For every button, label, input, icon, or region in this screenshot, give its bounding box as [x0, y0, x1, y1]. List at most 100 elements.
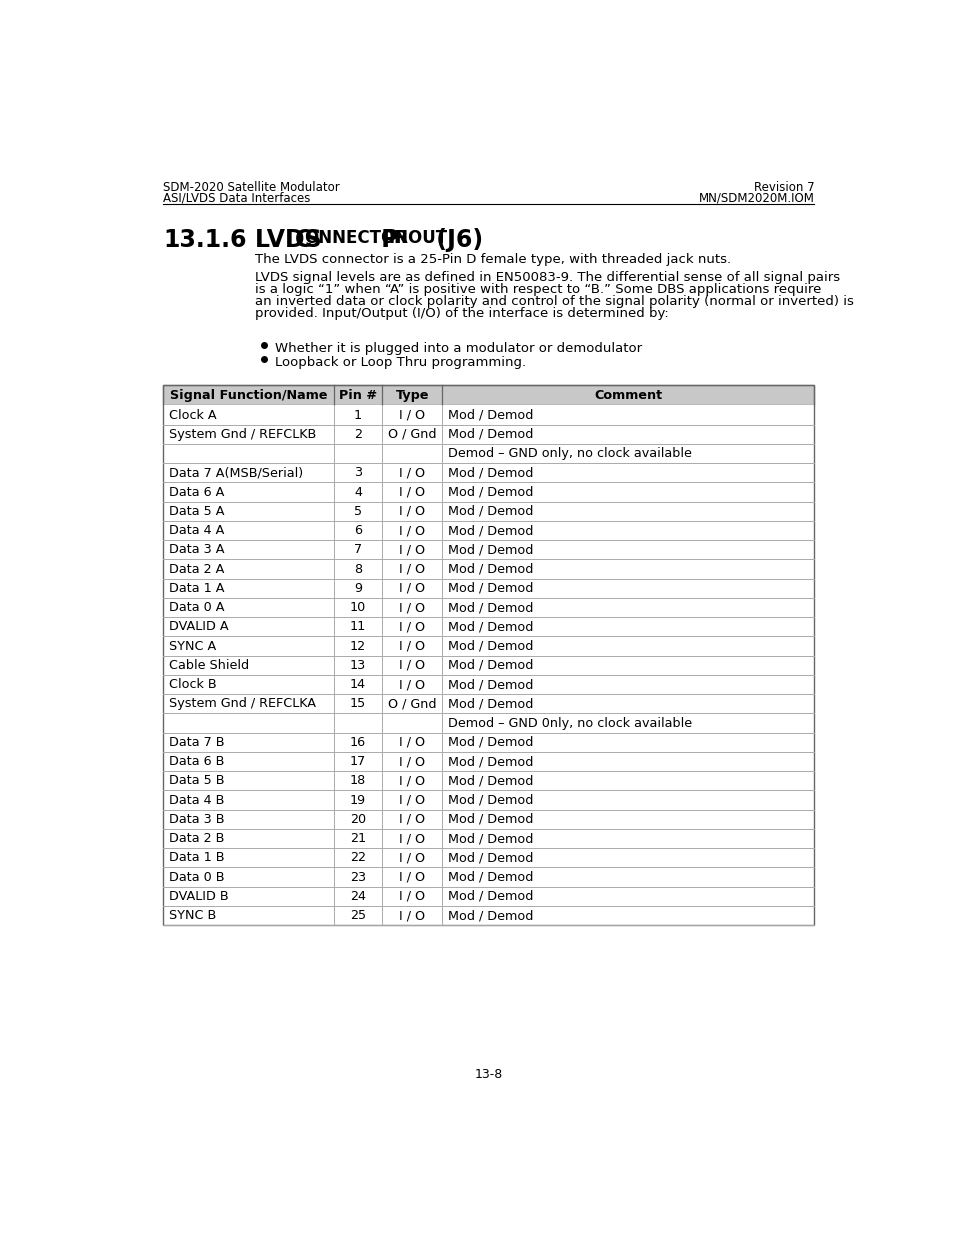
- Text: Pin #: Pin #: [338, 389, 376, 401]
- Text: Mod / Demod: Mod / Demod: [447, 582, 533, 595]
- Text: System Gnd / REFCLKA: System Gnd / REFCLKA: [169, 698, 315, 710]
- Text: DVALID B: DVALID B: [169, 889, 228, 903]
- Text: I / O: I / O: [398, 485, 425, 499]
- Text: LVDS: LVDS: [254, 227, 330, 252]
- Text: Data 4 B: Data 4 B: [169, 794, 224, 806]
- Text: LVDS signal levels are as defined in EN50083-9. The differential sense of all si: LVDS signal levels are as defined in EN5…: [254, 272, 840, 284]
- Text: Mod / Demod: Mod / Demod: [447, 640, 533, 652]
- Text: 10: 10: [350, 601, 366, 614]
- Text: is a logic “1” when “A” is positive with respect to “B.” Some DBS applications r: is a logic “1” when “A” is positive with…: [254, 283, 821, 296]
- Text: DVALID A: DVALID A: [169, 620, 228, 634]
- Text: O / Gnd: O / Gnd: [388, 698, 436, 710]
- Text: Data 4 A: Data 4 A: [169, 524, 224, 537]
- Text: Loopback or Loop Thru programming.: Loopback or Loop Thru programming.: [274, 356, 526, 369]
- Text: I / O: I / O: [398, 736, 425, 748]
- Text: Mod / Demod: Mod / Demod: [447, 832, 533, 845]
- Text: 14: 14: [350, 678, 366, 692]
- Text: Mod / Demod: Mod / Demod: [447, 736, 533, 748]
- Text: SYNC A: SYNC A: [169, 640, 216, 652]
- Bar: [163, 425, 814, 443]
- Text: Data 3 A: Data 3 A: [169, 543, 224, 556]
- Text: 19: 19: [350, 794, 366, 806]
- Text: SYNC B: SYNC B: [169, 909, 216, 923]
- Bar: [163, 771, 814, 790]
- Text: an inverted data or clock polarity and control of the signal polarity (normal or: an inverted data or clock polarity and c…: [254, 295, 853, 309]
- Text: I / O: I / O: [398, 909, 425, 923]
- Text: 21: 21: [350, 832, 366, 845]
- Bar: [163, 385, 814, 925]
- Text: Mod / Demod: Mod / Demod: [447, 543, 533, 556]
- Text: Data 5 B: Data 5 B: [169, 774, 224, 787]
- Text: 11: 11: [350, 620, 366, 634]
- Text: Mod / Demod: Mod / Demod: [447, 658, 533, 672]
- Text: provided. Input/Output (I/O) of the interface is determined by:: provided. Input/Output (I/O) of the inte…: [254, 308, 668, 320]
- Text: I / O: I / O: [398, 505, 425, 517]
- Text: 20: 20: [350, 813, 366, 826]
- Text: Data 7 A(MSB/Serial): Data 7 A(MSB/Serial): [169, 467, 303, 479]
- Text: 6: 6: [354, 524, 361, 537]
- Text: 12: 12: [350, 640, 366, 652]
- Text: ASI/LVDS Data Interfaces: ASI/LVDS Data Interfaces: [163, 191, 311, 204]
- Text: Whether it is plugged into a modulator or demodulator: Whether it is plugged into a modulator o…: [274, 342, 641, 356]
- Bar: [163, 501, 814, 521]
- Text: I / O: I / O: [398, 620, 425, 634]
- Bar: [163, 521, 814, 540]
- Text: I / O: I / O: [398, 562, 425, 576]
- Text: I / O: I / O: [398, 774, 425, 787]
- Text: I / O: I / O: [398, 640, 425, 652]
- Text: Mod / Demod: Mod / Demod: [447, 909, 533, 923]
- Text: I / O: I / O: [398, 813, 425, 826]
- Text: Mod / Demod: Mod / Demod: [447, 813, 533, 826]
- Text: I / O: I / O: [398, 871, 425, 883]
- Text: 25: 25: [350, 909, 366, 923]
- Text: 24: 24: [350, 889, 366, 903]
- Text: Mod / Demod: Mod / Demod: [447, 620, 533, 634]
- Text: Demod – GND only, no clock available: Demod – GND only, no clock available: [447, 447, 691, 459]
- Bar: [163, 848, 814, 867]
- Text: Data 7 B: Data 7 B: [169, 736, 224, 748]
- Text: 3: 3: [354, 467, 361, 479]
- Bar: [163, 483, 814, 501]
- Text: 13-8: 13-8: [475, 1068, 502, 1082]
- Bar: [163, 636, 814, 656]
- Text: Mod / Demod: Mod / Demod: [447, 889, 533, 903]
- Text: 13.1.6: 13.1.6: [163, 227, 247, 252]
- Bar: [163, 674, 814, 694]
- Bar: [163, 714, 814, 732]
- Text: Clock A: Clock A: [169, 409, 216, 421]
- Text: Data 6 A: Data 6 A: [169, 485, 224, 499]
- Text: Clock B: Clock B: [169, 678, 216, 692]
- Text: 4: 4: [354, 485, 361, 499]
- Bar: [163, 906, 814, 925]
- Text: 16: 16: [350, 736, 366, 748]
- Text: 5: 5: [354, 505, 361, 517]
- Text: Mod / Demod: Mod / Demod: [447, 698, 533, 710]
- Text: Data 0 B: Data 0 B: [169, 871, 224, 883]
- Text: P: P: [373, 227, 398, 252]
- Text: 9: 9: [354, 582, 361, 595]
- Text: ONNECTOR: ONNECTOR: [304, 228, 408, 247]
- Text: 23: 23: [350, 871, 366, 883]
- Text: I / O: I / O: [398, 543, 425, 556]
- Text: Mod / Demod: Mod / Demod: [447, 755, 533, 768]
- Bar: [163, 385, 814, 405]
- Text: 13: 13: [350, 658, 366, 672]
- Text: SDM-2020 Satellite Modulator: SDM-2020 Satellite Modulator: [163, 180, 340, 194]
- Text: I / O: I / O: [398, 755, 425, 768]
- Bar: [163, 405, 814, 425]
- Text: Mod / Demod: Mod / Demod: [447, 871, 533, 883]
- Bar: [163, 618, 814, 636]
- Bar: [163, 443, 814, 463]
- Text: I / O: I / O: [398, 524, 425, 537]
- Text: 7: 7: [354, 543, 361, 556]
- Bar: [163, 887, 814, 906]
- Text: Mod / Demod: Mod / Demod: [447, 794, 533, 806]
- Text: 15: 15: [350, 698, 366, 710]
- Text: Data 6 B: Data 6 B: [169, 755, 224, 768]
- Text: I / O: I / O: [398, 467, 425, 479]
- Text: Mod / Demod: Mod / Demod: [447, 427, 533, 441]
- Text: (J6): (J6): [428, 227, 483, 252]
- Text: Signal Function/Name: Signal Function/Name: [170, 389, 327, 401]
- Text: Mod / Demod: Mod / Demod: [447, 524, 533, 537]
- Text: O / Gnd: O / Gnd: [388, 427, 436, 441]
